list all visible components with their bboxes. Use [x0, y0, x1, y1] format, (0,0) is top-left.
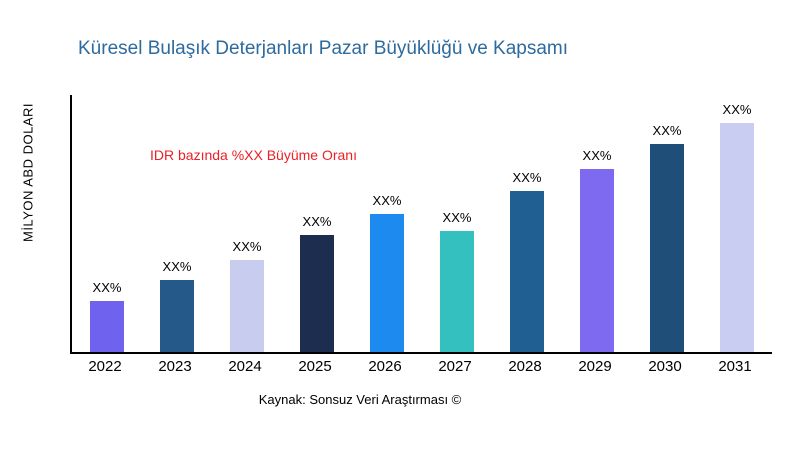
- bar: [440, 231, 474, 352]
- bar-column: XX%: [632, 123, 702, 352]
- bar-column: XX%: [72, 280, 142, 352]
- bar-value-label: XX%: [652, 123, 682, 138]
- source-caption: Kaynak: Sonsuz Veri Araştırması ©: [258, 392, 462, 407]
- bar-column: XX%: [422, 210, 492, 352]
- bar: [160, 280, 194, 352]
- bar: [230, 260, 264, 352]
- bar-value-label: XX%: [442, 210, 472, 225]
- bar: [370, 214, 404, 352]
- bar-value-label: XX%: [372, 193, 402, 208]
- bar: [580, 169, 614, 352]
- x-tick-label: 2030: [648, 358, 682, 375]
- growth-rate-annotation: IDR bazında %XX Büyüme Oranı: [150, 147, 357, 163]
- bar: [510, 191, 544, 352]
- bar-column: XX%: [142, 259, 212, 352]
- bar-column: XX%: [492, 170, 562, 352]
- x-tick-label: 2029: [578, 358, 612, 375]
- bar: [650, 144, 684, 352]
- bar: [300, 235, 334, 352]
- x-tick-label: 2031: [718, 358, 752, 375]
- bar-value-label: XX%: [162, 259, 192, 274]
- y-axis-label: MİLYON ABD DOLARI: [20, 103, 36, 243]
- bar-value-label: XX%: [722, 102, 752, 117]
- bar-column: XX%: [702, 102, 772, 352]
- bar-column: XX%: [352, 193, 422, 352]
- x-tick-label: 2027: [438, 358, 472, 375]
- bar-column: XX%: [562, 148, 632, 352]
- x-tick-label: 2023: [158, 358, 192, 375]
- plot-area: IDR bazında %XX Büyüme Oranı XX% XX% XX% XX…: [70, 95, 772, 354]
- bar: [720, 123, 754, 352]
- x-tick-label: 2028: [508, 358, 542, 375]
- bar-value-label: XX%: [512, 170, 542, 185]
- x-tick-label: 2025: [298, 358, 332, 375]
- x-tick-label: 2024: [228, 358, 262, 375]
- bar-value-label: XX%: [232, 239, 262, 254]
- bar-value-label: XX%: [92, 280, 122, 295]
- bar: [90, 301, 124, 352]
- x-tick-label: 2026: [368, 358, 402, 375]
- bar-column: XX%: [212, 239, 282, 352]
- bar-column: XX%: [282, 214, 352, 352]
- chart-title: Küresel Bulaşık Deterjanları Pazar Büyük…: [78, 38, 569, 59]
- bar-value-label: XX%: [582, 148, 612, 163]
- x-tick-label: 2022: [88, 358, 122, 375]
- bar-value-label: XX%: [302, 214, 332, 229]
- x-axis: 2022 2023 2024 2025 2026 2027 2028 2029 2030 2031: [70, 358, 770, 375]
